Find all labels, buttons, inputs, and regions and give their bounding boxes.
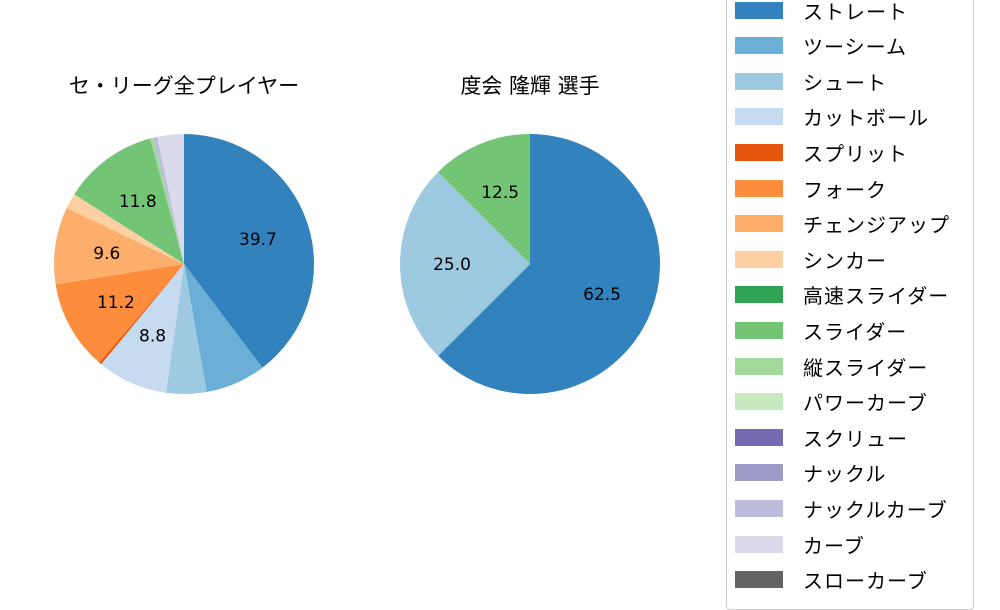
legend-swatch: [735, 464, 783, 482]
legend-swatch: [735, 179, 783, 197]
legend-item: カットボール: [735, 102, 929, 132]
slice-label: 11.2: [97, 293, 135, 313]
legend-item: チェンジアップ: [735, 209, 950, 239]
legend-item: ナックルカーブ: [735, 493, 948, 523]
pie-slice: [438, 134, 660, 394]
pie-slice: [66, 194, 184, 264]
pie-slice: [153, 136, 184, 264]
chart-title-player: 度会 隆輝 選手: [460, 74, 600, 98]
legend-swatch: [735, 499, 783, 517]
pie-slice: [184, 264, 263, 392]
legend-item: パワーカーブ: [735, 387, 928, 417]
legend-item: スプリット: [735, 137, 908, 167]
pie-slice: [399, 172, 530, 356]
legend-swatch: [735, 1, 783, 19]
legend-label: シュート: [803, 70, 887, 95]
legend-label: ストレート: [803, 0, 908, 24]
pie-slice: [184, 134, 314, 368]
slice-label: 62.5: [583, 285, 621, 305]
pie-slice: [150, 137, 184, 264]
legend-swatch: [735, 286, 783, 304]
legend-item: カーブ: [735, 529, 865, 559]
chart-title-league: セ・リーグ全プレイヤー: [68, 74, 300, 98]
pie-slice: [166, 264, 207, 394]
legend-label: 高速スライダー: [803, 284, 950, 309]
legend-swatch: [735, 143, 783, 161]
legend-swatch: [735, 393, 783, 411]
legend-swatch: [735, 108, 783, 126]
legend-label: ナックル: [803, 462, 887, 487]
pie-slice: [54, 207, 185, 285]
legend-label: 縦スライダー: [803, 355, 929, 380]
legend-swatch: [735, 428, 783, 446]
legend: ストレートツーシームシュートカットボール スプリットフォークチェンジアップ シンカー…: [726, 0, 974, 610]
legend-label: カーブ: [803, 533, 865, 558]
legend-swatch: [735, 357, 783, 375]
legend-item: ストレート: [735, 0, 908, 25]
legend-item: スライダー: [735, 315, 907, 345]
legend-label: ナックルカーブ: [803, 497, 948, 522]
pie-player: 62.5 25.0 12.5: [399, 134, 660, 394]
pie-slice: [101, 264, 184, 393]
legend-label: ツーシーム: [803, 35, 907, 60]
legend-item: シュート: [735, 66, 887, 96]
legend-label: チェンジアップ: [803, 213, 950, 238]
legend-item: フォーク: [735, 173, 887, 203]
legend-label: スライダー: [803, 319, 908, 344]
legend-swatch: [735, 250, 783, 268]
legend-label: スローカーブ: [803, 569, 928, 594]
legend-label: スプリット: [803, 141, 908, 166]
legend-item: ナックル: [735, 458, 886, 488]
legend-swatch: [735, 571, 783, 589]
legend-swatch: [735, 37, 783, 55]
legend-label: カットボール: [803, 106, 929, 131]
legend-swatch: [735, 321, 783, 339]
legend-item: スローカーブ: [735, 565, 928, 595]
slice-label: 12.5: [481, 183, 519, 203]
legend-swatch: [735, 72, 783, 90]
legend-swatch: [735, 215, 783, 233]
legend-item: スクリュー: [735, 422, 908, 452]
pie-slice: [55, 264, 184, 363]
pie-slice: [99, 264, 184, 365]
slice-label: 39.7: [239, 230, 277, 250]
pie-league: 39.7 8.811.2 9.6 11.8: [54, 134, 314, 394]
legend-item: ツーシーム: [735, 31, 907, 61]
legend-label: パワーカーブ: [803, 391, 928, 416]
pie-slice: [157, 134, 184, 264]
legend-label: シンカー: [803, 248, 887, 273]
legend-item: シンカー: [735, 244, 887, 274]
pie-slice: [74, 138, 184, 264]
legend-item: 高速スライダー: [735, 280, 949, 310]
legend-swatch: [735, 535, 783, 553]
slice-label: 25.0: [433, 255, 471, 275]
slice-label: 8.8: [139, 326, 166, 346]
legend-label: スクリュー: [803, 426, 908, 451]
slice-label: 9.6: [93, 244, 120, 264]
legend-label: フォーク: [803, 177, 887, 202]
legend-item: 縦スライダー: [735, 351, 928, 381]
slice-label: 11.8: [119, 192, 157, 212]
pie-slice: [438, 134, 530, 264]
